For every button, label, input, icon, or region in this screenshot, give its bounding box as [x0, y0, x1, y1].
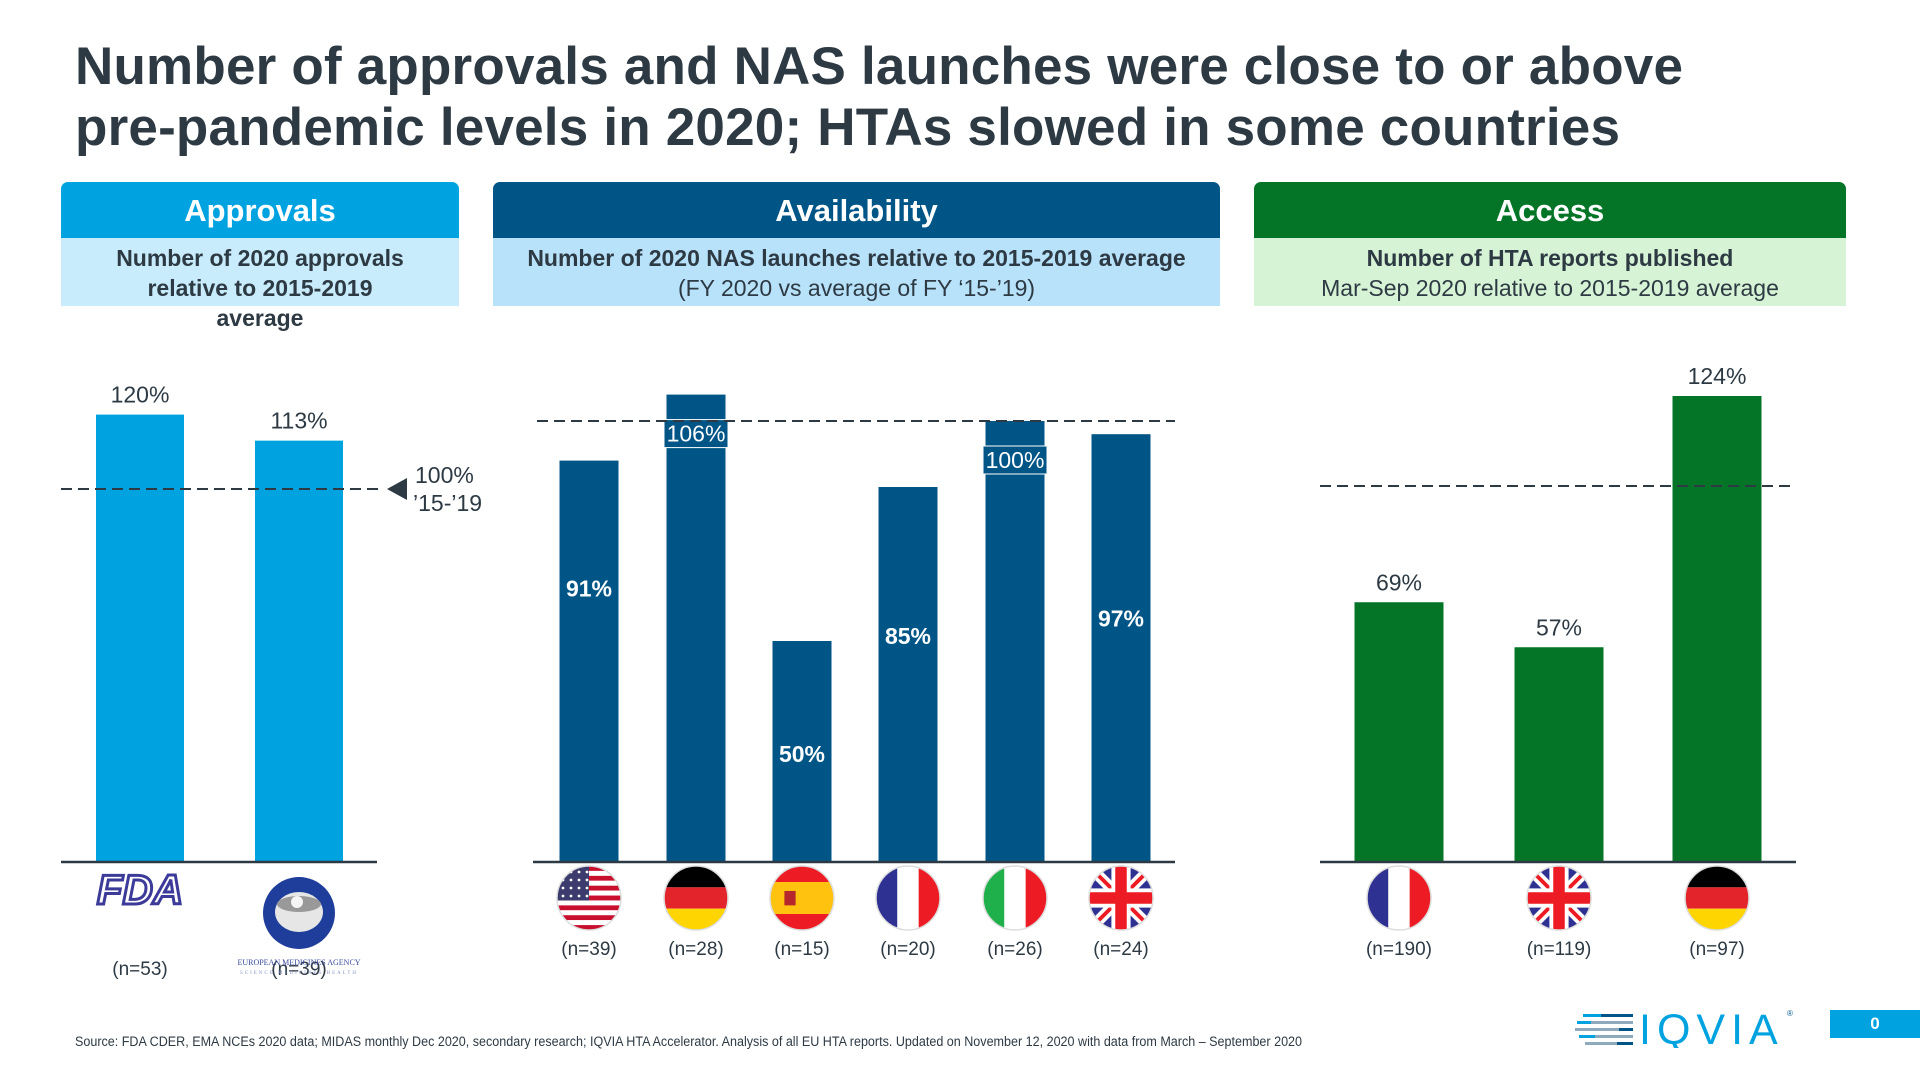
value-label: 50% — [779, 741, 825, 767]
source-footnote: Source: FDA CDER, EMA NCEs 2020 data; MI… — [75, 1034, 1303, 1049]
ema-logo-icon: EUROPEAN MEDICINES AGENCY SCIENCE MEDICIN… — [237, 877, 361, 976]
value-label: 120% — [111, 382, 170, 408]
chart-approvals: 120% (n=53) FDA 113% (n=39)EUROPEAN MEDICINE… — [61, 382, 382, 980]
value-label: 91% — [566, 576, 612, 602]
france-flag-icon — [1366, 865, 1432, 931]
access-subtitle-normal: Mar-Sep 2020 relative to 2015-2019 avera… — [1321, 275, 1779, 301]
n-label: (n=97) — [1689, 939, 1744, 960]
n-label: (n=119) — [1527, 939, 1592, 960]
n-label: (n=190) — [1366, 939, 1432, 960]
title-line-2: pre-pandemic levels in 2020; HTAs slowed… — [75, 98, 1621, 157]
approvals-header-title: Approvals — [61, 182, 459, 238]
n-label: (n=15) — [774, 939, 829, 960]
value-label: 106% — [667, 421, 726, 447]
n-label: (n=24) — [1093, 939, 1148, 960]
uk-flag-icon — [1088, 865, 1154, 931]
availability-header-title: Availability — [493, 182, 1220, 238]
uk-flag-icon — [1526, 865, 1592, 931]
page-title: Number of approvals and NAS launches wer… — [75, 36, 1875, 158]
access-header-title: Access — [1254, 182, 1846, 238]
bar-fda — [96, 414, 184, 861]
page-number: 0 — [1830, 1010, 1920, 1038]
access-panel-header: Access Number of HTA reports published M… — [1254, 182, 1846, 306]
us-flag-icon — [556, 865, 622, 931]
n-label: (n=26) — [987, 939, 1042, 960]
n-label: (n=39) — [561, 939, 616, 960]
bar-united-kingdom — [1091, 434, 1151, 861]
svg-text:SCIENCE MEDICINES HEALTH: SCIENCE MEDICINES HEALTH — [240, 971, 358, 976]
iqvia-logo: IQVIA ® — [1575, 1006, 1793, 1048]
fda-logo-icon: FDA — [95, 865, 184, 915]
access-subtitle-bold: Number of HTA reports published — [1366, 245, 1734, 271]
bar-spain — [772, 641, 832, 861]
germany-flag-icon — [1684, 865, 1750, 931]
reference-arrow-icon — [387, 478, 407, 500]
value-label: 85% — [885, 623, 931, 649]
approvals-header-subtitle: Number of 2020 approvals relative to 201… — [61, 238, 459, 331]
availability-subtitle-bold: Number of 2020 NAS launches relative to … — [527, 245, 1186, 271]
iqvia-logo-lines-icon — [1575, 1014, 1633, 1045]
n-label: (n=39) — [271, 959, 326, 980]
value-label-box — [982, 445, 1048, 475]
value-label: 100% — [986, 447, 1045, 473]
value-label: 113% — [270, 408, 327, 434]
reference-label-period: ’15-’19 — [413, 490, 482, 516]
svg-text:EUROPEAN MEDICINES AGENCY: EUROPEAN MEDICINES AGENCY — [237, 958, 360, 967]
bar-germany — [1672, 396, 1762, 861]
availability-header-subtitle: Number of 2020 NAS launches relative to … — [493, 238, 1220, 306]
reference-label-value: 100% — [415, 462, 474, 488]
italy-flag-icon — [982, 865, 1048, 931]
value-label: 124% — [1688, 363, 1747, 389]
n-label: (n=20) — [880, 939, 935, 960]
access-header-subtitle: Number of HTA reports published Mar-Sep … — [1254, 238, 1846, 306]
bar-germany — [666, 394, 726, 861]
n-label: (n=28) — [668, 939, 723, 960]
value-label: 57% — [1536, 614, 1582, 640]
title-line-1: Number of approvals and NAS launches wer… — [75, 37, 1684, 96]
chart-availability: 91% (n=39) 106% (n=28) 50% (n=15) 85% (n=20) 100… — [533, 394, 1175, 960]
value-label: 97% — [1098, 605, 1144, 631]
spain-flag-icon — [769, 865, 835, 931]
value-label-box — [663, 419, 729, 449]
bar-ema — [255, 440, 343, 861]
approvals-panel-header: Approvals Number of 2020 approvals relat… — [61, 182, 459, 331]
value-label: 69% — [1376, 569, 1422, 595]
bar-united-kingdom — [1514, 647, 1604, 861]
bar-france — [1354, 602, 1444, 861]
iqvia-logo-text: IQVIA — [1639, 1006, 1784, 1048]
availability-subtitle-normal: (FY 2020 vs average of FY ‘15-’19) — [677, 275, 1036, 301]
n-label: (n=53) — [112, 959, 167, 980]
bar-france — [878, 487, 938, 861]
approvals-subtitle-bold: Number of 2020 approvals relative to 201… — [116, 245, 404, 331]
bar-united-states — [559, 460, 619, 861]
svg-text:FDA: FDA — [97, 866, 183, 913]
chart-access: 69% (n=190) 57% (n=119) 124% (n=97) — [1320, 363, 1796, 960]
france-flag-icon — [875, 865, 941, 931]
availability-panel-header: Availability Number of 2020 NAS launches… — [493, 182, 1220, 306]
germany-flag-icon — [663, 865, 729, 931]
svg-text:®: ® — [1787, 1009, 1793, 1018]
bar-italy — [985, 421, 1045, 861]
